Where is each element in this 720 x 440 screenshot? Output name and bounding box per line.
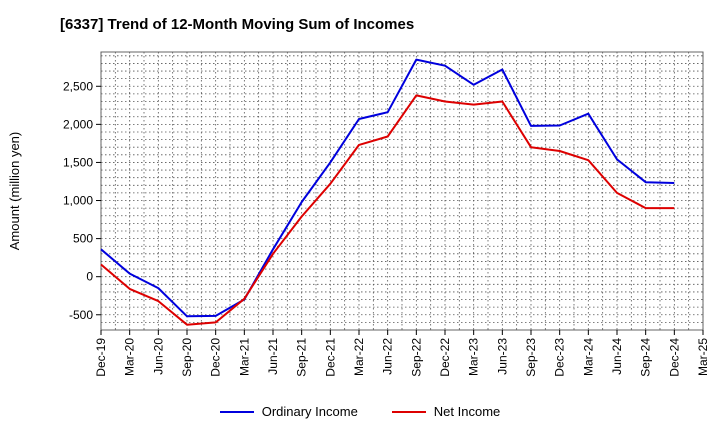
x-tick-label: Mar-20 [123, 338, 137, 376]
series-line-ordinary-income [100, 58, 675, 318]
chart-legend: Ordinary Income Net Income [0, 404, 720, 419]
y-axis-label: Amount (million yen) [7, 132, 22, 251]
x-tick-label: Dec-23 [553, 338, 567, 377]
x-tick-label: Sep-20 [180, 338, 194, 377]
y-tick-label: 2,000 [63, 117, 93, 131]
y-tick-label: 2,500 [63, 79, 93, 93]
x-tick-label: Dec-21 [323, 338, 337, 377]
x-tick-label: Sep-23 [524, 338, 538, 377]
y-tick-label: 1,000 [63, 194, 93, 208]
y-tick-label: 0 [86, 270, 93, 284]
chart-title: [6337] Trend of 12-Month Moving Sum of I… [60, 16, 415, 33]
x-tick-label: Jun-20 [151, 338, 165, 375]
legend-swatch-ordinary-income [219, 410, 254, 413]
x-tick-label: Dec-20 [209, 338, 223, 377]
series-line-net-income [100, 94, 675, 326]
x-tick-label: Sep-21 [295, 338, 309, 377]
y-tick-label: 500 [73, 232, 93, 246]
legend-item-ordinary-income: Ordinary Income [219, 404, 358, 419]
x-tick-label: Mar-23 [467, 338, 481, 376]
x-tick-label: Mar-21 [237, 338, 251, 376]
legend-item-net-income: Net Income [391, 404, 501, 419]
x-tick-label: Dec-22 [438, 338, 452, 377]
x-tick-label: Jun-24 [610, 338, 624, 375]
x-tick-label: Mar-24 [581, 338, 595, 376]
x-tick-label: Jun-23 [495, 338, 509, 375]
x-tick-label: Sep-22 [409, 338, 423, 377]
plot-area [100, 51, 704, 331]
legend-label-net-income: Net Income [433, 404, 501, 419]
x-tick-label: Mar-22 [352, 338, 366, 376]
x-tick-label: Sep-24 [639, 338, 653, 377]
x-tick-label: Mar-25 [696, 338, 710, 376]
x-tick-label: Jun-21 [266, 338, 280, 375]
x-tick-label: Dec-24 [667, 338, 681, 377]
series-lines [100, 58, 675, 326]
legend-label-ordinary-income: Ordinary Income [261, 404, 358, 419]
x-tick-label: Jun-22 [381, 338, 395, 375]
y-axis-ticks: -500 0 500 1,000 1,500 2,000 2,500 [63, 79, 101, 322]
y-tick-label: -500 [69, 308, 93, 322]
legend-swatch-net-income [391, 410, 426, 413]
x-axis-ticks: Dec-19 Mar-20 Jun-20 Sep-20 Dec-20 Mar-21 Jun-… [94, 330, 710, 377]
x-tick-label: Dec-19 [94, 338, 108, 377]
y-tick-label: 1,500 [63, 155, 93, 169]
